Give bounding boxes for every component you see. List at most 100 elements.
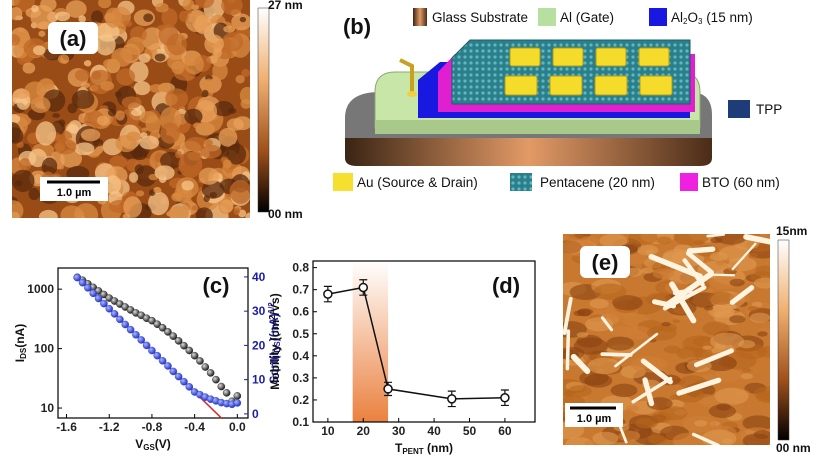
texture <box>121 96 142 109</box>
texture <box>104 175 122 195</box>
texture <box>729 315 746 324</box>
data-point <box>222 389 231 397</box>
texture <box>200 144 222 159</box>
texture <box>12 34 21 46</box>
data-point <box>148 316 156 325</box>
panel-label: (d) <box>492 273 520 298</box>
texture <box>100 81 115 91</box>
data-point <box>233 392 242 400</box>
data-point <box>500 392 510 403</box>
texture <box>754 386 770 401</box>
data-point <box>185 346 194 355</box>
texture <box>185 8 192 14</box>
texture <box>209 191 218 199</box>
texture <box>563 296 573 335</box>
data-point <box>105 304 114 313</box>
texture <box>694 239 705 245</box>
label-part: 2 <box>268 315 277 320</box>
texture <box>80 128 101 142</box>
y2-tick-label: 20 <box>252 338 266 352</box>
y2-tick-label: 10 <box>252 373 266 387</box>
label-part: Sqrt(I <box>267 352 281 383</box>
panel-label-box <box>334 10 380 40</box>
texture <box>12 200 24 218</box>
texture <box>178 10 189 22</box>
texture <box>694 420 708 427</box>
y-tick-label: 100 <box>34 342 54 356</box>
label-part: O <box>687 10 698 25</box>
texture <box>223 159 232 169</box>
texture <box>201 89 209 98</box>
texture <box>749 312 770 323</box>
texture <box>587 357 621 375</box>
texture <box>182 0 195 11</box>
texture <box>663 345 681 354</box>
label-part: DS <box>19 347 28 359</box>
texture <box>135 190 145 197</box>
texture <box>219 199 234 213</box>
texture <box>716 403 731 411</box>
texture <box>676 377 722 396</box>
texture <box>241 69 250 78</box>
texture <box>584 373 613 388</box>
texture <box>22 62 36 74</box>
data-point <box>84 284 92 292</box>
texture <box>729 285 755 305</box>
texture <box>213 22 229 40</box>
texture <box>52 113 61 118</box>
texture <box>235 75 245 84</box>
texture <box>747 305 759 312</box>
texture <box>672 432 707 445</box>
texture <box>742 433 770 445</box>
texture <box>213 100 234 117</box>
texture <box>238 209 247 218</box>
texture <box>573 310 585 317</box>
y-tick-label: 1000 <box>27 282 54 296</box>
data-point <box>358 282 369 293</box>
label-part: Au (Source & Drain) <box>357 175 478 190</box>
texture <box>74 69 91 82</box>
texture <box>98 0 112 9</box>
legend-swatch <box>680 173 698 191</box>
afm-image-a <box>12 0 250 218</box>
texture <box>12 127 24 144</box>
texture <box>32 45 46 56</box>
texture <box>647 434 667 444</box>
texture <box>55 11 71 22</box>
y2-axis-label: Sqrt(IDS)(nA)1/2 <box>267 302 282 384</box>
texture <box>78 15 86 23</box>
texture <box>614 332 659 368</box>
texture <box>663 271 714 308</box>
texture <box>191 205 199 211</box>
texture <box>145 115 161 133</box>
data-point <box>126 325 135 334</box>
x-tick-label: 40 <box>427 424 441 438</box>
y-tick-label: 0.7 <box>292 283 309 297</box>
texture <box>175 150 182 159</box>
data-point <box>100 290 108 299</box>
texture <box>35 121 57 146</box>
label-part: Mobility (cm <box>268 320 282 390</box>
texture <box>202 139 213 146</box>
texture <box>126 36 145 55</box>
legend-label: Al2O3 (15 nm) <box>671 10 753 26</box>
legend-swatch <box>333 173 353 191</box>
y-tick-label: 0.6 <box>292 305 309 319</box>
texture <box>16 141 24 149</box>
texture <box>642 377 655 407</box>
data-point <box>185 383 194 391</box>
texture <box>198 167 220 185</box>
texture <box>631 376 673 404</box>
data-point <box>110 310 119 318</box>
texture <box>756 346 770 358</box>
texture <box>57 54 70 64</box>
y-tick-label: 10 <box>41 401 55 415</box>
texture <box>31 4 39 13</box>
texture <box>624 325 652 340</box>
texture <box>109 155 128 169</box>
scale-bar-label: 1.0 µm <box>57 187 92 199</box>
label-part: (nA) <box>13 324 27 348</box>
texture <box>240 98 250 109</box>
texture <box>686 246 716 254</box>
